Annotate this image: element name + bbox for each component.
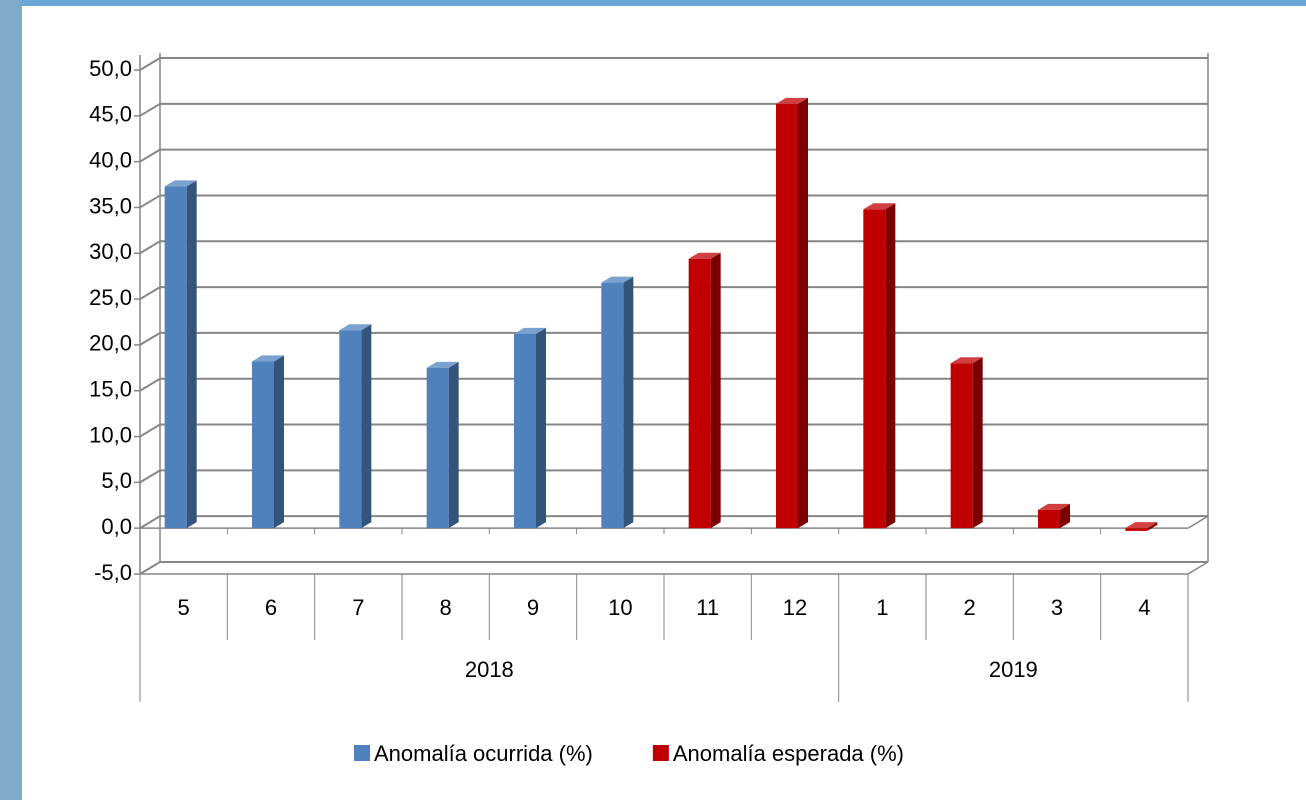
bar — [164, 186, 187, 529]
bar-top — [776, 97, 808, 104]
grid-line — [139, 469, 1208, 484]
x-tick-label: 9 — [527, 595, 539, 620]
x-tick-label: 12 — [783, 595, 807, 620]
bar-top — [1125, 522, 1158, 529]
y-tick-label: 25,0 — [89, 285, 132, 310]
x-tick-label: 3 — [1051, 595, 1063, 620]
bar — [1038, 509, 1060, 529]
bar-top — [426, 361, 459, 368]
bar-top — [863, 203, 896, 210]
grid-line — [139, 240, 1208, 255]
x-tick-label: 1 — [876, 595, 888, 620]
x-tick-label: 2 — [964, 595, 976, 620]
bar-top — [514, 327, 546, 334]
bar-side — [798, 97, 808, 529]
x-tick-label: 6 — [265, 595, 277, 620]
bar-side — [710, 252, 721, 529]
bar-top — [164, 180, 197, 187]
bar — [863, 209, 886, 529]
y-tick-label: 20,0 — [89, 331, 132, 356]
bar-side — [186, 180, 197, 529]
bar — [950, 363, 973, 529]
grid-line — [139, 286, 1208, 300]
x-tick-label: 5 — [178, 595, 190, 620]
bar-side — [623, 276, 634, 529]
bar-side — [885, 203, 896, 529]
bar — [776, 103, 798, 529]
x-tick-label: 10 — [608, 595, 632, 620]
bar-top — [1038, 503, 1070, 510]
grid-line — [139, 102, 1208, 117]
bar-side — [972, 357, 983, 529]
grid-line — [139, 148, 1208, 163]
grid-line — [139, 377, 1208, 392]
y-tick-label: 30,0 — [89, 239, 132, 264]
left-border — [0, 0, 22, 800]
bar-side — [448, 361, 459, 529]
top-border — [0, 0, 1306, 6]
bar-side — [1060, 503, 1070, 529]
bar — [688, 258, 711, 529]
group-label: 2018 — [465, 657, 514, 682]
bar — [514, 333, 536, 529]
bar-side — [361, 324, 372, 529]
bar-top — [950, 357, 983, 364]
bar-side — [1147, 522, 1158, 531]
grid-line — [139, 561, 1208, 575]
y-tick-label: 35,0 — [89, 193, 132, 218]
x-tick-label: 8 — [440, 595, 452, 620]
grid-line — [139, 57, 1208, 71]
y-tick-label: 45,0 — [89, 102, 132, 127]
bar-top — [601, 276, 634, 283]
group-label: 2019 — [989, 657, 1038, 682]
grid-line — [139, 423, 1208, 438]
bar — [426, 367, 449, 529]
bar-top — [688, 252, 721, 259]
x-tick-label: 11 — [696, 595, 719, 620]
bar — [1125, 528, 1148, 531]
grid-line — [139, 331, 1208, 346]
bar — [339, 330, 362, 529]
y-tick-label: 40,0 — [89, 147, 132, 172]
y-tick-label: 5,0 — [101, 468, 132, 493]
x-tick-label: 4 — [1138, 595, 1150, 620]
y-tick-label: -5,0 — [94, 560, 132, 585]
legend-label: Anomalía esperada (%) — [673, 741, 904, 766]
legend-swatch — [354, 745, 370, 761]
bar-top — [252, 355, 284, 362]
grid-line — [139, 194, 1208, 209]
y-tick-label: 50,0 — [89, 56, 132, 81]
legend-swatch — [652, 745, 669, 761]
bar-side — [536, 327, 546, 529]
bar-side — [274, 355, 284, 529]
bar — [601, 282, 624, 529]
y-tick-label: 10,0 — [89, 422, 132, 447]
legend-label: Anomalía ocurrida (%) — [374, 741, 593, 766]
y-tick-label: 15,0 — [89, 377, 132, 402]
grid-line — [139, 515, 1208, 530]
bar — [252, 361, 274, 529]
bar-top — [339, 324, 372, 331]
y-tick-label: 0,0 — [101, 514, 132, 539]
x-tick-label: 7 — [352, 595, 364, 620]
